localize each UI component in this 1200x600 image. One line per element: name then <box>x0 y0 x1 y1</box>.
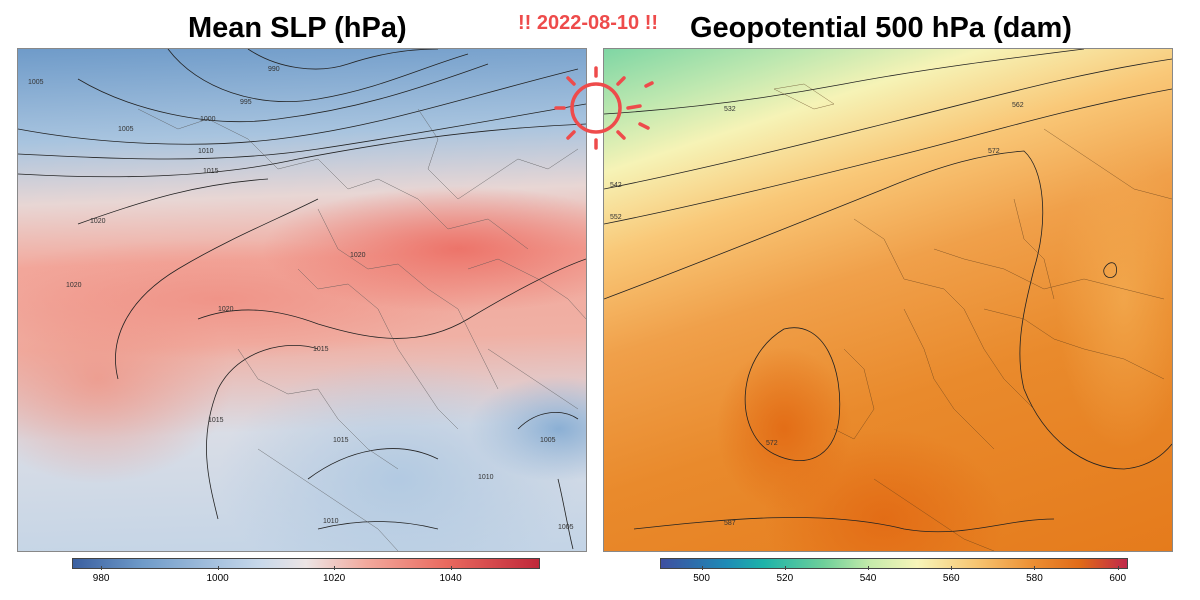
slp-contour-label: 995 <box>240 99 252 106</box>
slp-contour-label: 1005 <box>28 79 44 86</box>
z500-tick-label: 600 <box>1109 573 1127 584</box>
z500-contour-label: 562 <box>1012 102 1024 109</box>
z500-tick-mark <box>701 566 703 570</box>
slp-contour-label: 1000 <box>200 116 216 123</box>
z500-tick-label: 540 <box>859 573 877 584</box>
slp-contour-label: 1020 <box>350 252 366 259</box>
slp-contour-label: 990 <box>268 66 280 73</box>
slp-contour-label: 1020 <box>66 282 82 289</box>
slp-colorbar: 980 1000 1020 1040 <box>72 558 540 585</box>
slp-tick-mark <box>101 566 103 570</box>
z500-contour-label: 532 <box>724 106 736 113</box>
slp-map: 990 995 1000 1005 1005 1010 1015 1020 10… <box>17 48 587 552</box>
z500-contour-label: 572 <box>988 148 1000 155</box>
slp-colorbar-gradient <box>72 558 540 569</box>
slp-colorbar-ticks: 980 1000 1020 1040 <box>72 566 538 585</box>
z500-tick-mark <box>1034 566 1036 570</box>
sun-icon <box>554 66 654 150</box>
z500-tick-label: 580 <box>1026 573 1043 584</box>
z500-colorbar: 500 520 540 560 580 600 <box>660 558 1128 585</box>
slp-contour-label: 1015 <box>203 168 219 175</box>
z500-tick-label: 560 <box>942 573 960 584</box>
slp-contour-label: 1015 <box>313 346 329 353</box>
z500-contour-label: 572 <box>766 440 778 447</box>
z500-contour-label: 552 <box>610 214 622 221</box>
z500-tick-mark <box>951 566 953 570</box>
slp-title: Mean SLP (hPa) <box>188 12 407 44</box>
slp-tick-label: 1020 <box>323 573 346 584</box>
z500-tick-label: 520 <box>776 573 794 584</box>
z500-title: Geopotential 500 hPa (dam) <box>690 12 1072 44</box>
slp-contour-label: 1005 <box>540 437 556 444</box>
slp-contour-label: 1005 <box>118 126 134 133</box>
slp-tick-mark <box>334 566 336 570</box>
slp-contour-label: 1020 <box>218 306 234 313</box>
z500-colorbar-ticks: 500 520 540 560 580 600 <box>660 566 1127 585</box>
slp-contour-label: 1015 <box>333 437 349 444</box>
slp-contour-label: 1010 <box>478 474 494 481</box>
date-label: !! 2022-08-10 !! <box>518 12 659 34</box>
slp-contour-label: 1015 <box>208 417 224 424</box>
slp-tick-mark <box>450 566 452 570</box>
slp-contour-label: 1005 <box>558 524 574 531</box>
slp-contour-label: 1010 <box>323 518 339 525</box>
z500-contour-label: 542 <box>610 182 622 189</box>
slp-tick-label: 1040 <box>439 573 462 584</box>
z500-colorbar-gradient <box>660 558 1128 569</box>
z500-map: 532 562 572 542 552 572 587 <box>603 48 1173 552</box>
z500-tick-mark <box>868 566 870 570</box>
z500-tick-mark <box>1117 566 1119 570</box>
z500-contours: 532 562 572 542 552 572 587 <box>604 49 1172 551</box>
z500-contour-label: 587 <box>724 520 736 527</box>
slp-contour-label: 1010 <box>198 148 214 155</box>
slp-tick-mark <box>217 566 219 570</box>
z500-tick-mark <box>784 566 786 570</box>
z500-tick-label: 500 <box>693 573 710 584</box>
slp-tick-label: 1000 <box>206 573 229 584</box>
slp-contours: 990 995 1000 1005 1005 1010 1015 1020 10… <box>18 49 586 551</box>
slp-tick-label: 980 <box>92 573 110 584</box>
slp-contour-label: 1020 <box>90 218 106 225</box>
